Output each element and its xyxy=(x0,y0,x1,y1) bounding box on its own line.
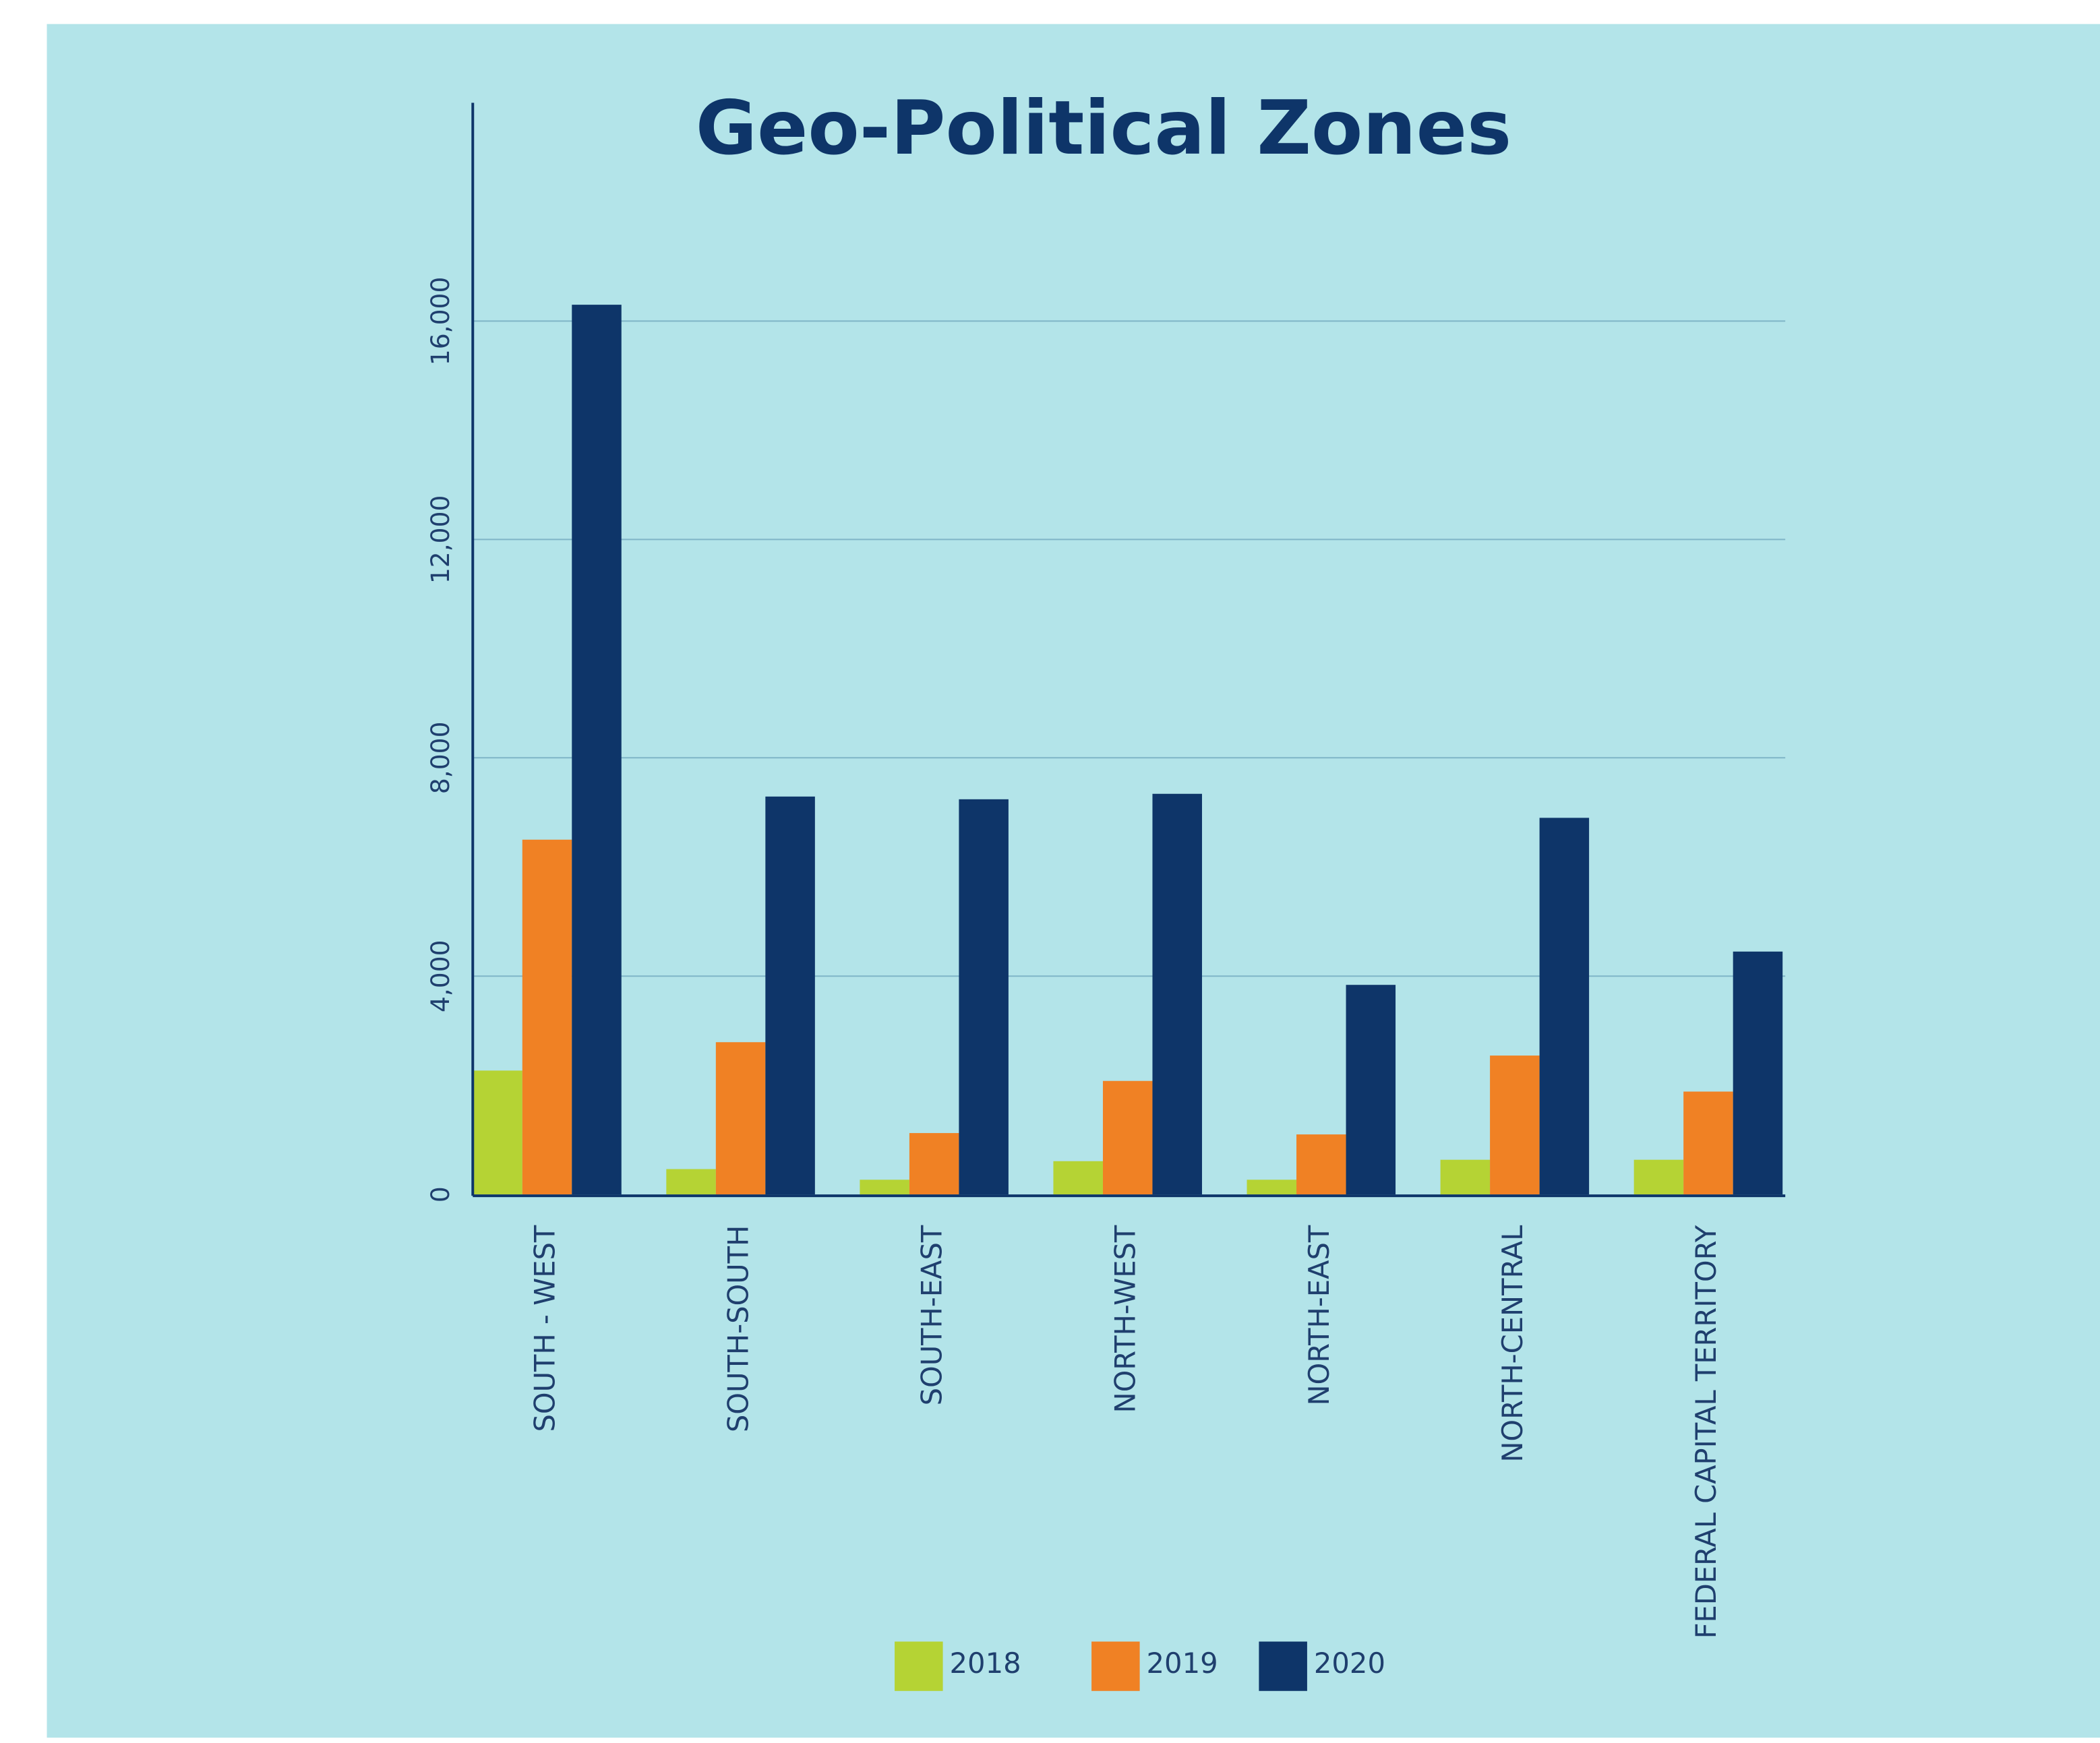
bar xyxy=(666,1169,716,1195)
legend-label: 2020 xyxy=(1314,1647,1385,1680)
x-tick-label: NORTH-EAST xyxy=(1302,1225,1336,1405)
legend-label: 2019 xyxy=(1147,1647,1218,1680)
bar xyxy=(1053,1161,1103,1195)
x-tick-label: SOUTH-SOUTH xyxy=(722,1225,755,1432)
bar xyxy=(522,839,572,1195)
bar xyxy=(1733,951,1783,1195)
y-tick-label: 4,000 xyxy=(425,940,455,1012)
chart-title: Geo-Political Zones xyxy=(696,85,1512,172)
legend-swatch xyxy=(1259,1641,1307,1691)
y-tick-label: 16,000 xyxy=(425,277,455,366)
y-tick-label: 8,000 xyxy=(425,721,455,794)
bar xyxy=(715,1042,766,1195)
bar xyxy=(1683,1091,1733,1195)
legend-swatch xyxy=(1091,1641,1140,1691)
bar xyxy=(473,1070,522,1195)
bar xyxy=(1440,1159,1491,1195)
background xyxy=(47,24,2100,1738)
bar xyxy=(1296,1134,1346,1195)
y-tick-label: 12,000 xyxy=(425,495,455,584)
bar xyxy=(1346,985,1396,1195)
legend-swatch xyxy=(895,1641,943,1691)
y-tick-label: 0 xyxy=(425,1186,455,1202)
bar xyxy=(1539,818,1590,1195)
x-tick-label: NORTH-WEST xyxy=(1109,1225,1142,1413)
x-tick-label: SOUTH-EAST xyxy=(916,1225,949,1405)
bar xyxy=(909,1133,959,1195)
bar xyxy=(860,1180,909,1195)
x-tick-label: SOUTH - WEST xyxy=(528,1225,561,1432)
bar xyxy=(572,305,622,1195)
bar xyxy=(1152,793,1202,1195)
bar xyxy=(1102,1080,1153,1195)
bar xyxy=(1247,1180,1297,1195)
bar xyxy=(959,799,1009,1195)
bar xyxy=(1490,1056,1540,1195)
x-tick-label: FEDERAL CAPITAL TERRITORY xyxy=(1689,1225,1722,1639)
x-tick-label: NORTH-CENTRAL xyxy=(1496,1225,1529,1463)
bar xyxy=(765,796,815,1195)
legend-label: 2018 xyxy=(950,1647,1021,1680)
bar xyxy=(1633,1159,1684,1195)
